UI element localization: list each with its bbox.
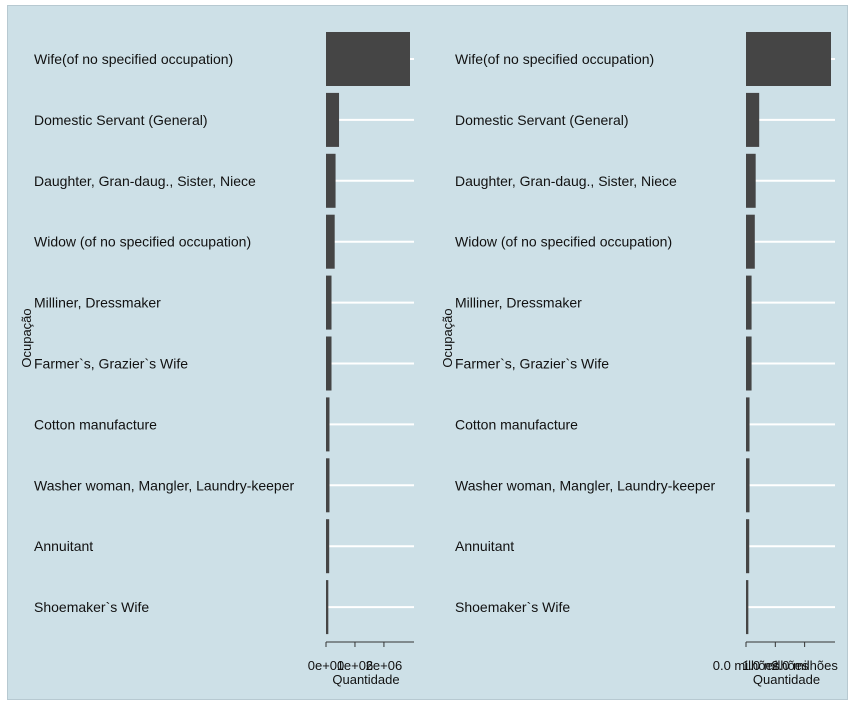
bar [746,397,750,452]
category-label: Shoemaker`s Wife [34,599,149,615]
category-label: Milliner, Dressmaker [455,295,582,311]
x-tick-label: 1e+06 [337,658,374,673]
bar [746,275,752,330]
bar [326,32,410,86]
category-label: Wife(of no specified occupation) [455,51,654,67]
bar [326,580,329,635]
y-axis-title: Ocupação [440,308,455,367]
bar [326,397,330,452]
bar [326,214,335,269]
bar [326,153,336,208]
category-label: Widow (of no specified occupation) [34,234,251,250]
bar [746,32,831,86]
category-label: Domestic Servant (General) [455,112,629,128]
category-label: Milliner, Dressmaker [34,295,161,311]
bar [746,92,760,147]
category-label: Washer woman, Mangler, Laundry-keeper [34,477,295,493]
x-tick-label: 0e+00 [308,658,345,673]
x-axis-title: Quantidade [332,672,399,687]
category-label: Cotton manufacture [34,416,157,432]
plot-background [7,5,848,700]
bar [746,580,749,635]
x-tick-label: 2.0 milhões [771,658,838,673]
category-label: Washer woman, Mangler, Laundry-keeper [455,477,716,493]
category-label: Farmer`s, Grazier`s Wife [34,356,188,372]
y-axis-title: Ocupação [19,308,34,367]
x-tick-label: 2e+06 [366,658,403,673]
bar [746,336,752,391]
category-label: Shoemaker`s Wife [455,599,570,615]
category-label: Wife(of no specified occupation) [34,51,233,67]
bar [746,458,750,513]
bar [326,275,332,330]
bar [326,336,332,391]
bar [746,153,756,208]
bar [326,458,330,513]
x-tick-label: 0.0 milhões [713,658,780,673]
category-label: Annuitant [455,538,514,554]
bar [746,214,755,269]
category-label: Farmer`s, Grazier`s Wife [455,356,609,372]
category-label: Cotton manufacture [455,416,578,432]
bar [326,92,340,147]
bar [326,519,330,574]
category-label: Daughter, Gran-daug., Sister, Niece [455,173,677,189]
x-axis-title: Quantidade [753,672,820,687]
category-label: Daughter, Gran-daug., Sister, Niece [34,173,256,189]
bar [746,519,750,574]
category-label: Widow (of no specified occupation) [455,234,672,250]
x-tick-label: 1.0 milhões [742,658,809,673]
category-label: Annuitant [34,538,93,554]
category-label: Domestic Servant (General) [34,112,208,128]
